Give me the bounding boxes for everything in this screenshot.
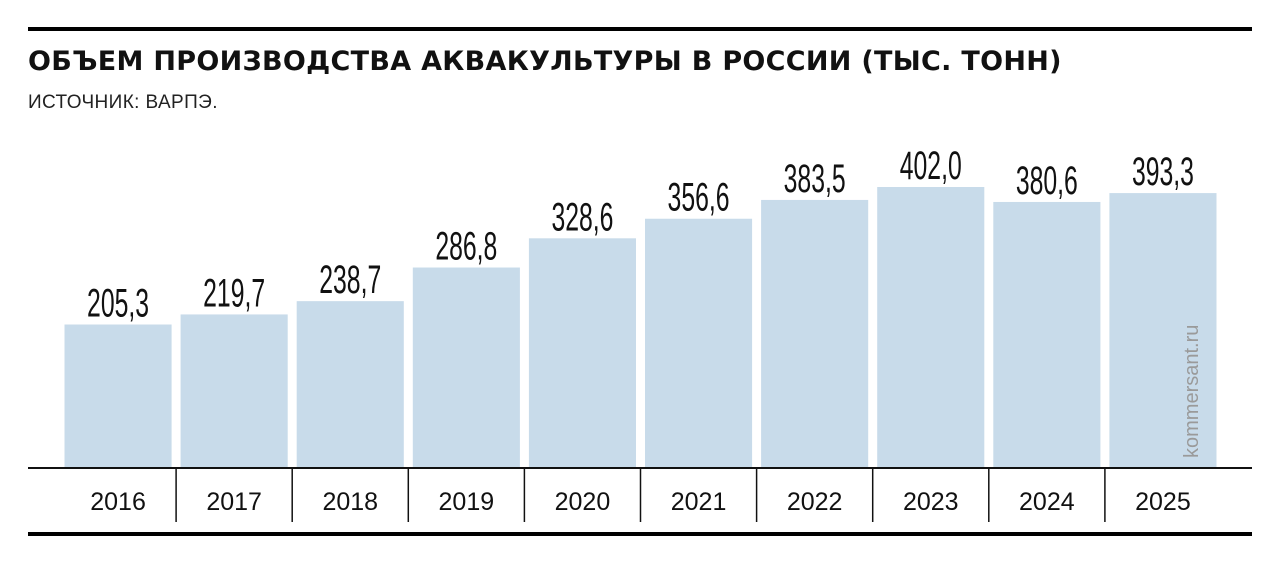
chart-source: ИСТОЧНИК: ВАРПЭ. [28,92,218,113]
value-label-2019: 286,8 [435,225,497,269]
bar-2025 [1109,193,1217,468]
bottom-rule [28,532,1252,536]
year-label-2024: 2024 [1019,488,1075,516]
year-label-2020: 2020 [555,488,611,516]
bar-2020 [528,238,636,468]
bar-2019 [412,267,520,468]
value-label-2017: 219,7 [203,271,265,315]
year-label-2019: 2019 [439,488,495,516]
year-label-2017: 2017 [206,488,262,516]
top-rule [28,27,1252,31]
value-label-2022: 383,5 [784,157,846,201]
year-label-2016: 2016 [90,488,146,516]
value-label-2016: 205,3 [87,281,149,325]
bar-2023 [877,187,985,468]
value-label-2025: 393,3 [1132,150,1194,194]
year-label-2021: 2021 [671,488,727,516]
year-label-2022: 2022 [787,488,843,516]
chart-title: ОБЪЕМ ПРОИЗВОДСТВА АКВАКУЛЬТУРЫ В РОССИИ… [28,46,1062,77]
value-label-2023: 402,0 [900,144,962,188]
bar-2018 [296,301,404,468]
bar-2022 [761,199,869,469]
watermark: kommersant.ru [1181,325,1203,458]
bar-2016 [64,324,172,468]
year-label-2018: 2018 [322,488,378,516]
bar-2024 [993,201,1101,468]
year-label-2025: 2025 [1135,488,1191,516]
value-label-2021: 356,6 [668,176,730,220]
value-label-2020: 328,6 [551,195,613,239]
bar-2017 [180,314,288,468]
value-label-2018: 238,7 [319,258,381,302]
bar-2021 [645,218,753,468]
year-label-2023: 2023 [903,488,959,516]
value-label-2024: 380,6 [1016,159,1078,203]
